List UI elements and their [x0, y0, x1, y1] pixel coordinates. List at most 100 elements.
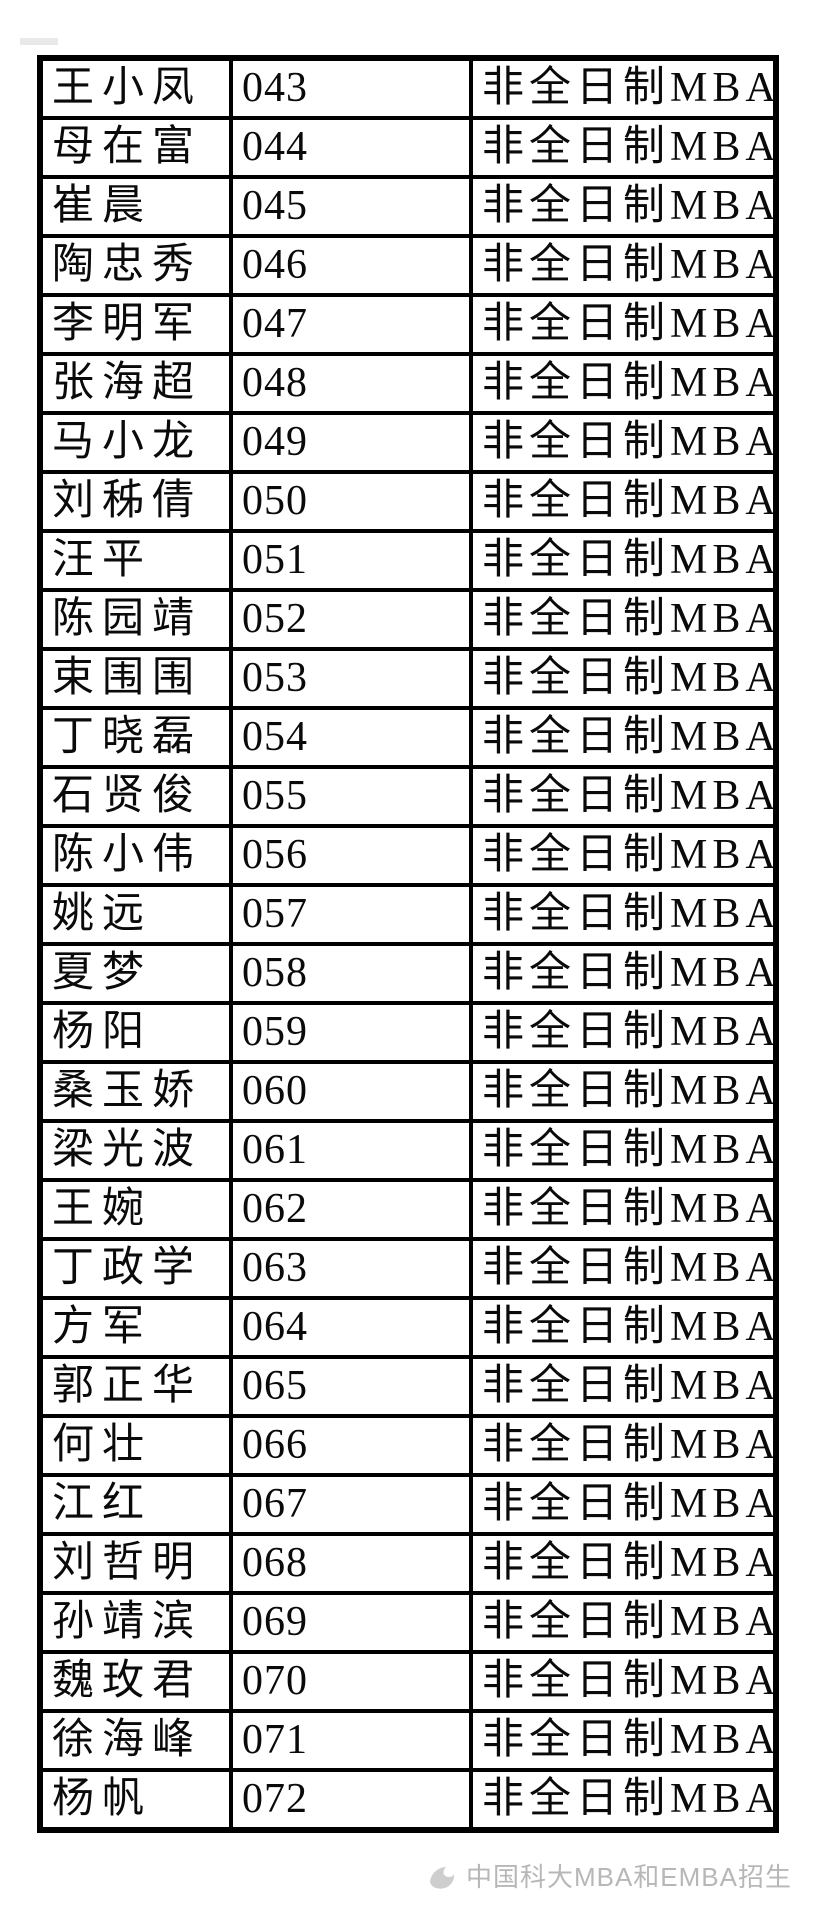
student-number-cell: 049	[229, 411, 473, 474]
student-number-cell: 067	[229, 1473, 473, 1536]
program-cell: 非全日制MBA	[469, 1119, 778, 1182]
scan-artifact	[20, 38, 58, 45]
program-cell: 非全日制MBA	[469, 234, 778, 297]
roster-row: 杨阳 059 非全日制MBA	[38, 1001, 778, 1064]
student-name-cell: 陈小伟	[38, 824, 233, 887]
program-cell: 非全日制MBA	[469, 175, 778, 238]
roster-row: 孙靖滨 069 非全日制MBA	[38, 1591, 778, 1654]
student-name-cell: 夏梦	[38, 942, 233, 1005]
roster-row: 刘哲明 068 非全日制MBA	[38, 1532, 778, 1595]
roster-row: 马小龙 049 非全日制MBA	[38, 411, 778, 474]
student-number-cell: 063	[229, 1237, 473, 1300]
student-name-cell: 王婉	[38, 1178, 233, 1241]
student-name-cell: 王小凤	[38, 56, 233, 120]
student-name-cell: 江红	[38, 1473, 233, 1536]
program-cell: 非全日制MBA	[469, 1296, 778, 1359]
roster-row: 方军 064 非全日制MBA	[38, 1296, 778, 1359]
program-cell: 非全日制MBA	[469, 116, 778, 179]
student-number-cell: 072	[229, 1768, 473, 1832]
roster-row: 汪平 051 非全日制MBA	[38, 529, 778, 592]
student-number-cell: 056	[229, 824, 473, 887]
program-cell: 非全日制MBA	[469, 647, 778, 710]
program-cell: 非全日制MBA	[469, 56, 778, 120]
roster-row: 陈园靖 052 非全日制MBA	[38, 588, 778, 651]
admission-roster-table: 王小凤 043 非全日制MBA 母在富 044 非全日制MBA 崔晨 045 非…	[37, 55, 779, 1833]
roster-row: 束围围 053 非全日制MBA	[38, 647, 778, 710]
student-number-cell: 046	[229, 234, 473, 297]
program-cell: 非全日制MBA	[469, 883, 778, 946]
watermark-text: 中国科大MBA和EMBA招生	[465, 1862, 792, 1892]
program-cell: 非全日制MBA	[469, 1473, 778, 1536]
program-cell: 非全日制MBA	[469, 1532, 778, 1595]
student-name-cell: 丁晓磊	[38, 706, 233, 769]
student-number-cell: 045	[229, 175, 473, 238]
student-name-cell: 刘秭倩	[38, 470, 233, 533]
student-name-cell: 孙靖滨	[38, 1591, 233, 1654]
student-name-cell: 崔晨	[38, 175, 233, 238]
program-cell: 非全日制MBA	[469, 588, 778, 651]
student-number-cell: 059	[229, 1001, 473, 1064]
roster-table-body: 王小凤 043 非全日制MBA 母在富 044 非全日制MBA 崔晨 045 非…	[38, 56, 778, 1832]
student-name-cell: 马小龙	[38, 411, 233, 474]
roster-row: 王小凤 043 非全日制MBA	[38, 56, 778, 120]
roster-row: 徐海峰 071 非全日制MBA	[38, 1709, 778, 1772]
program-cell: 非全日制MBA	[469, 1768, 778, 1832]
program-cell: 非全日制MBA	[469, 1414, 778, 1477]
student-number-cell: 052	[229, 588, 473, 651]
student-number-cell: 053	[229, 647, 473, 710]
student-name-cell: 丁政学	[38, 1237, 233, 1300]
student-number-cell: 058	[229, 942, 473, 1005]
student-number-cell: 061	[229, 1119, 473, 1182]
student-name-cell: 陶忠秀	[38, 234, 233, 297]
student-name-cell: 陈园靖	[38, 588, 233, 651]
roster-row: 张海超 048 非全日制MBA	[38, 352, 778, 415]
student-name-cell: 郭正华	[38, 1355, 233, 1418]
program-cell: 非全日制MBA	[469, 529, 778, 592]
student-number-cell: 051	[229, 529, 473, 592]
roster-row: 魏玫君 070 非全日制MBA	[38, 1650, 778, 1713]
student-name-cell: 束围围	[38, 647, 233, 710]
student-number-cell: 060	[229, 1060, 473, 1123]
roster-row: 江红 067 非全日制MBA	[38, 1473, 778, 1536]
student-number-cell: 062	[229, 1178, 473, 1241]
student-name-cell: 汪平	[38, 529, 233, 592]
student-name-cell: 李明军	[38, 293, 233, 356]
roster-row: 李明军 047 非全日制MBA	[38, 293, 778, 356]
student-name-cell: 张海超	[38, 352, 233, 415]
student-number-cell: 065	[229, 1355, 473, 1418]
student-number-cell: 071	[229, 1709, 473, 1772]
ustc-mba-logo-icon	[429, 1867, 455, 1889]
roster-row: 母在富 044 非全日制MBA	[38, 116, 778, 179]
program-cell: 非全日制MBA	[469, 1001, 778, 1064]
student-name-cell: 魏玫君	[38, 1650, 233, 1713]
student-name-cell: 姚远	[38, 883, 233, 946]
roster-row: 崔晨 045 非全日制MBA	[38, 175, 778, 238]
roster-row: 丁晓磊 054 非全日制MBA	[38, 706, 778, 769]
roster-row: 郭正华 065 非全日制MBA	[38, 1355, 778, 1418]
student-name-cell: 方军	[38, 1296, 233, 1359]
roster-row: 王婉 062 非全日制MBA	[38, 1178, 778, 1241]
student-name-cell: 母在富	[38, 116, 233, 179]
roster-row: 杨帆 072 非全日制MBA	[38, 1768, 778, 1832]
student-name-cell: 何壮	[38, 1414, 233, 1477]
student-number-cell: 069	[229, 1591, 473, 1654]
student-number-cell: 044	[229, 116, 473, 179]
program-cell: 非全日制MBA	[469, 1709, 778, 1772]
roster-row: 姚远 057 非全日制MBA	[38, 883, 778, 946]
watermark-footer: 中国科大MBA和EMBA招生	[425, 1859, 792, 1895]
roster-row: 石贤俊 055 非全日制MBA	[38, 765, 778, 828]
student-number-cell: 043	[229, 56, 473, 120]
student-number-cell: 048	[229, 352, 473, 415]
student-name-cell: 刘哲明	[38, 1532, 233, 1595]
student-number-cell: 050	[229, 470, 473, 533]
student-number-cell: 066	[229, 1414, 473, 1477]
roster-row: 丁政学 063 非全日制MBA	[38, 1237, 778, 1300]
program-cell: 非全日制MBA	[469, 1178, 778, 1241]
roster-row: 桑玉娇 060 非全日制MBA	[38, 1060, 778, 1123]
roster-row: 何壮 066 非全日制MBA	[38, 1414, 778, 1477]
roster-row: 梁光波 061 非全日制MBA	[38, 1119, 778, 1182]
program-cell: 非全日制MBA	[469, 824, 778, 887]
student-number-cell: 070	[229, 1650, 473, 1713]
roster-row: 刘秭倩 050 非全日制MBA	[38, 470, 778, 533]
